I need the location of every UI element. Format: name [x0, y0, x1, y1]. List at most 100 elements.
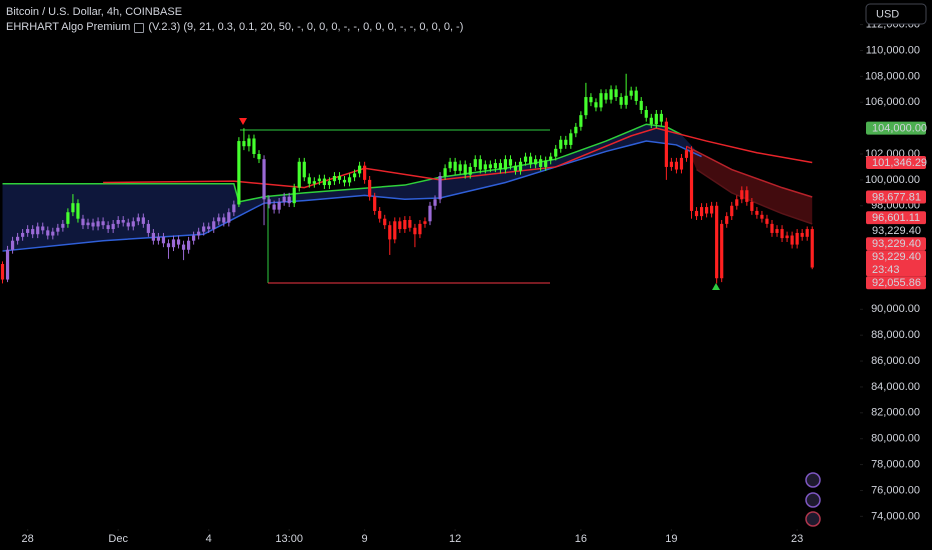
- candle-body: [649, 117, 653, 125]
- candle-body: [453, 161, 457, 171]
- clouds: [2, 124, 813, 252]
- candle-body: [212, 221, 216, 230]
- candle-body: [740, 190, 744, 200]
- candle-body: [272, 204, 276, 210]
- candle-body: [408, 220, 412, 228]
- candle-body: [81, 218, 85, 226]
- tool-icon[interactable]: [805, 472, 821, 488]
- candle-body: [674, 161, 679, 170]
- candle-body: [146, 223, 150, 233]
- candle-body: [654, 113, 658, 125]
- candle-body: [56, 227, 60, 232]
- price-tag: [866, 211, 926, 225]
- candle-body: [760, 214, 764, 219]
- candle-body: [388, 225, 392, 240]
- candle-body: [629, 90, 633, 96]
- x-tick-label: 19: [665, 533, 677, 545]
- candle-body: [528, 156, 533, 165]
- candle-body: [669, 161, 674, 167]
- candle-body: [508, 159, 513, 166]
- candle-body: [151, 232, 155, 241]
- candle-body: [36, 226, 40, 235]
- candle-body: [664, 121, 668, 167]
- candle-body: [237, 141, 241, 205]
- candle-body: [539, 159, 543, 167]
- y-tick-label: 100,000.00: [865, 174, 920, 186]
- candle-body: [775, 229, 779, 233]
- candle-body: [755, 210, 759, 215]
- candle-body: [317, 178, 321, 182]
- candle-body: [368, 179, 372, 197]
- candle-body: [106, 225, 110, 230]
- currency-button[interactable]: [865, 3, 927, 25]
- candle-body: [76, 203, 80, 219]
- candle-body: [478, 159, 482, 170]
- candle-body: [232, 204, 236, 213]
- candle-body: [342, 179, 347, 183]
- candle-body: [352, 173, 357, 178]
- candle-body: [31, 229, 35, 235]
- candle-body: [86, 222, 90, 226]
- candle-body: [242, 141, 246, 147]
- candle-body: [46, 230, 50, 236]
- x-tick-label: Dec: [108, 533, 128, 545]
- indicator-icon: [134, 22, 145, 33]
- indicator-line: [2, 123, 682, 203]
- candle-body: [262, 159, 266, 200]
- candle-body: [383, 218, 387, 226]
- price-tag: [866, 155, 926, 169]
- candle-body: [186, 240, 191, 250]
- candle-body: [126, 222, 130, 227]
- candle-body: [428, 205, 432, 222]
- x-tick-label: 23: [791, 533, 803, 545]
- y-tick-label: 74,000.00: [871, 510, 920, 522]
- candle-body: [192, 235, 196, 241]
- cloud: [2, 124, 702, 252]
- candle-body: [297, 161, 301, 188]
- candle-body: [589, 97, 593, 103]
- legend: Bitcoin / U.S. Dollar, 4h, COINBASE EHRH…: [6, 5, 463, 35]
- candle-body: [659, 113, 663, 122]
- flag-icon[interactable]: [805, 511, 821, 527]
- candle-body: [413, 227, 417, 235]
- candle-body: [443, 168, 447, 176]
- candle-body: [21, 232, 25, 237]
- candle-body: [161, 236, 166, 244]
- candle-body: [493, 163, 497, 169]
- price-tag: [866, 276, 926, 290]
- candle-body: [498, 163, 503, 170]
- tool-icon[interactable]: [805, 492, 821, 508]
- candle-body: [694, 210, 699, 217]
- candle-body: [730, 205, 734, 217]
- x-tick-label: 13:00: [275, 533, 303, 545]
- x-tick-label: 4: [206, 533, 212, 545]
- x-tick-label: 9: [362, 533, 368, 545]
- y-tick-label: 76,000.00: [871, 484, 920, 496]
- candle-body: [599, 93, 603, 108]
- candle-body: [423, 221, 427, 224]
- price-tag: [866, 121, 926, 135]
- candle-body: [639, 100, 643, 110]
- candle-body: [604, 93, 608, 100]
- candle-body: [322, 178, 326, 186]
- candle-body: [71, 203, 75, 213]
- candle-body: [101, 221, 105, 226]
- candle-body: [624, 95, 628, 105]
- indicator-line: [696, 168, 813, 225]
- candle-body: [634, 90, 638, 101]
- candle-body: [544, 160, 548, 167]
- buy-signal: [712, 283, 720, 290]
- candle-body: [176, 239, 181, 245]
- indicator-params: (V.2.3) (9, 21, 0.3, 0.1, 20, 50, -, 0, …: [148, 21, 464, 33]
- candle-body: [287, 196, 291, 204]
- candle-body: [699, 207, 704, 217]
- candle-body: [574, 126, 578, 134]
- y-tick-label: 80,000.00: [871, 433, 920, 445]
- countdown: 23:43: [872, 264, 900, 276]
- x-tick-label: 12: [449, 533, 461, 545]
- candle-body: [795, 232, 799, 245]
- candle-body: [684, 150, 689, 158]
- candle-body: [292, 187, 296, 204]
